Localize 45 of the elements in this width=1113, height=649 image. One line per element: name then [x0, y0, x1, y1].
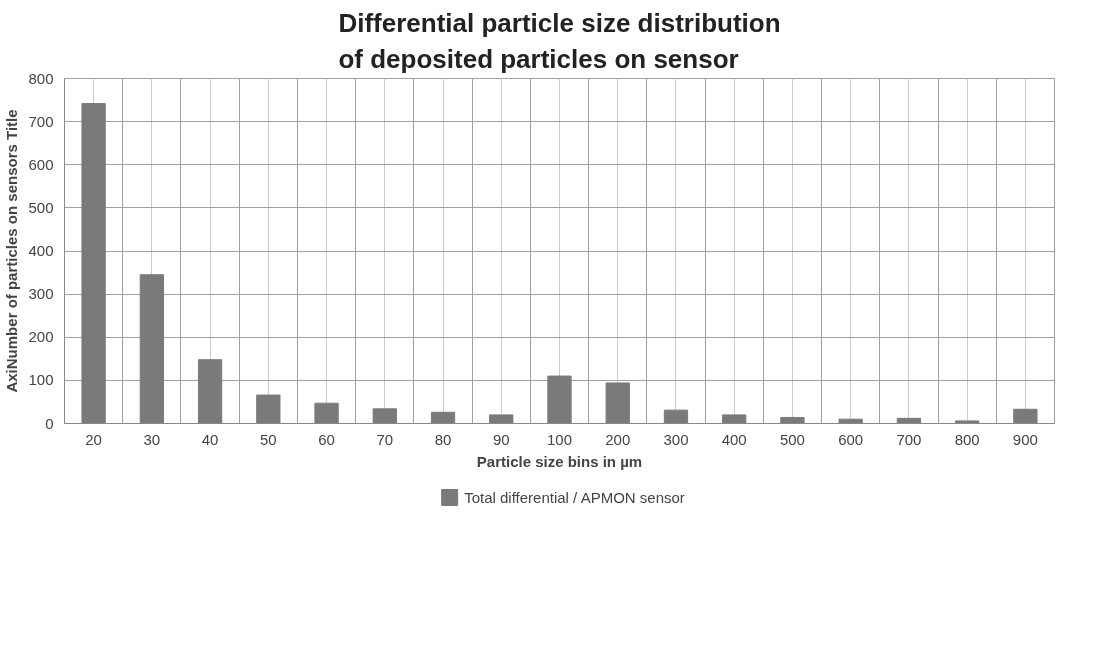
x-tick-label: 20: [85, 430, 102, 448]
bar: [663, 409, 689, 424]
x-tick-label: 200: [605, 430, 631, 448]
y-tick-label: 300: [28, 285, 54, 303]
y-tick-label: 800: [28, 69, 54, 87]
bar: [81, 103, 106, 424]
x-tick-label: 800: [954, 430, 980, 448]
y-tick-label: 500: [28, 198, 54, 216]
bar: [955, 420, 980, 424]
x-tick-label: 60: [318, 430, 335, 448]
x-axis-title: Particle size bins in µm: [476, 452, 643, 470]
bar: [256, 394, 281, 424]
bar: [430, 411, 456, 424]
x-tick-label: 400: [721, 430, 747, 448]
bar: [139, 274, 164, 424]
x-tick-label: 700: [896, 430, 922, 448]
bar: [314, 402, 339, 424]
y-tick-label: 0: [45, 414, 54, 432]
bar: [1013, 408, 1038, 424]
x-tick-label: 600: [838, 430, 864, 448]
y-tick-label: 100: [28, 371, 54, 389]
y-tick-label: 600: [28, 155, 54, 173]
bar: [197, 359, 223, 424]
x-tick-label: 100: [546, 430, 573, 448]
x-tick-label: 500: [779, 430, 805, 448]
legend-label: Total differential / APMON sensor: [464, 488, 685, 506]
bar: [547, 375, 572, 424]
bar: [372, 408, 397, 424]
bar: [780, 416, 805, 424]
chart-title: Differential particle size distribution of deposited particles on sensor: [338, 7, 781, 74]
bar: [605, 382, 630, 424]
x-tick-label: 900: [1012, 430, 1038, 448]
x-tick-label: 50: [259, 430, 277, 448]
bar: [489, 414, 514, 424]
y-tick-label: 200: [28, 328, 54, 346]
x-tick-label: 300: [663, 430, 689, 448]
y-tick-label: 700: [28, 112, 54, 130]
x-tick-label: 90: [492, 430, 510, 448]
x-tick-label: 40: [201, 430, 219, 448]
y-axis-title: AxiNumber of particles on sensors Title: [3, 109, 21, 393]
bar: [722, 414, 747, 424]
x-tick-label: 70: [376, 430, 394, 448]
x-tick-label: 80: [434, 430, 452, 448]
x-tick-label: 30: [143, 430, 161, 448]
y-tick-label: 400: [28, 242, 54, 259]
